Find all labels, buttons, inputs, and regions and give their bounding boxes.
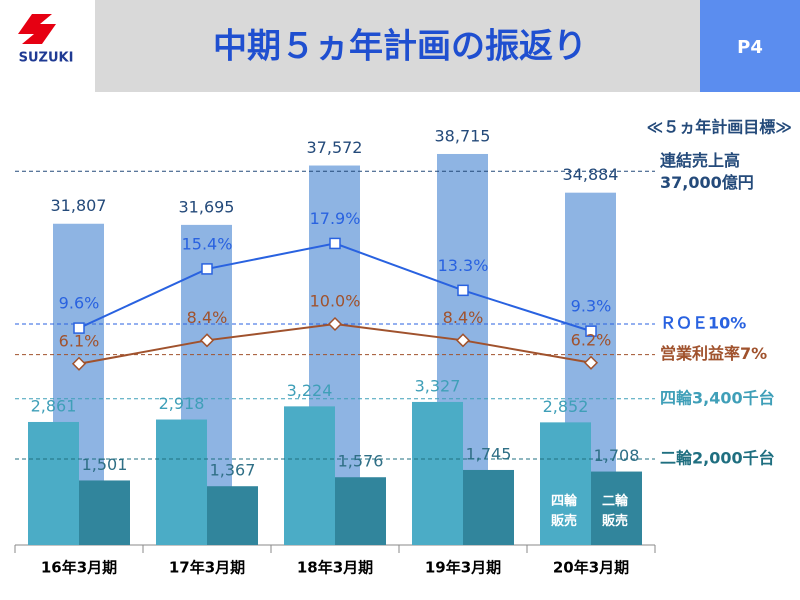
logo-text: SUZUKI [19, 51, 74, 66]
value-label: 1,501 [82, 455, 128, 474]
legend-entry: 四輪販売 [550, 494, 577, 529]
target-label: 営業利益率7% [660, 344, 767, 363]
value-label: 9.6% [59, 294, 100, 313]
value-label: 2,918 [159, 394, 205, 413]
target-label: 二輪2,000千台 [660, 449, 775, 468]
value-label: 3,224 [287, 381, 333, 400]
value-label: 1,367 [210, 461, 256, 480]
value-label: 1,576 [338, 452, 384, 471]
bar [156, 419, 207, 545]
value-label: 8.4% [443, 308, 484, 327]
logo-mark [18, 14, 56, 44]
value-label: 37,572 [307, 138, 363, 157]
marker [585, 325, 597, 337]
value-label: 1,708 [594, 446, 640, 465]
value-label: 31,807 [51, 196, 107, 215]
value-label: 1,745 [466, 444, 512, 463]
legend-entry: 二輪販売 [601, 494, 628, 529]
x-tick-label: 18年3月期 [297, 559, 373, 577]
marker [455, 333, 471, 348]
marker [457, 284, 469, 297]
value-label: 2,861 [31, 396, 77, 415]
target-label: 37,000億円 [660, 173, 754, 192]
value-label: 9.3% [571, 297, 612, 316]
page-box [700, 0, 800, 92]
value-label: 6.1% [59, 331, 100, 350]
bar [28, 421, 79, 545]
bar [463, 469, 514, 545]
value-label: 6.2% [571, 330, 612, 349]
title-bar [95, 0, 700, 92]
marker [583, 355, 599, 370]
legend-text: 二輪販売 [601, 494, 628, 529]
value-label: 38,715 [435, 126, 491, 145]
x-tick-label: 17年3月期 [169, 559, 245, 577]
x-tick-label: 19年3月期 [425, 559, 501, 577]
target-label: 四輪3,400千台 [660, 388, 775, 407]
bar [591, 471, 642, 545]
page-number: P4 [737, 37, 763, 58]
bar [79, 480, 130, 545]
legend-text: 四輪販売 [550, 494, 577, 529]
value-label: 15.4% [182, 234, 233, 253]
marker [199, 333, 215, 348]
slide-title: 中期５ヵ年計画の振返り [213, 27, 587, 67]
value-label: 8.4% [187, 308, 228, 327]
bar [540, 422, 591, 545]
value-label: 31,695 [179, 197, 235, 216]
marker [201, 263, 213, 275]
marker [73, 322, 85, 334]
value-label: 2,852 [543, 397, 589, 416]
target-label: 連結売上高 [660, 151, 740, 170]
bar [412, 401, 463, 545]
targets-title: ≪５ヵ年計画目標≫ [646, 118, 792, 137]
x-tick-label: 20年3月期 [553, 559, 629, 577]
bar [207, 486, 258, 545]
value-label: 13.3% [438, 256, 489, 275]
x-tick-label: 16年3月期 [41, 559, 117, 577]
bar [335, 477, 386, 545]
value-label: 17.9% [310, 209, 361, 228]
value-label: 34,884 [563, 165, 619, 184]
value-label: 3,327 [415, 376, 461, 395]
marker [71, 356, 87, 371]
target-label: ＲＯＥ10% [660, 314, 746, 333]
value-label: 10.0% [310, 292, 361, 311]
bar [284, 406, 335, 545]
marker [329, 237, 341, 250]
marker [327, 316, 343, 332]
